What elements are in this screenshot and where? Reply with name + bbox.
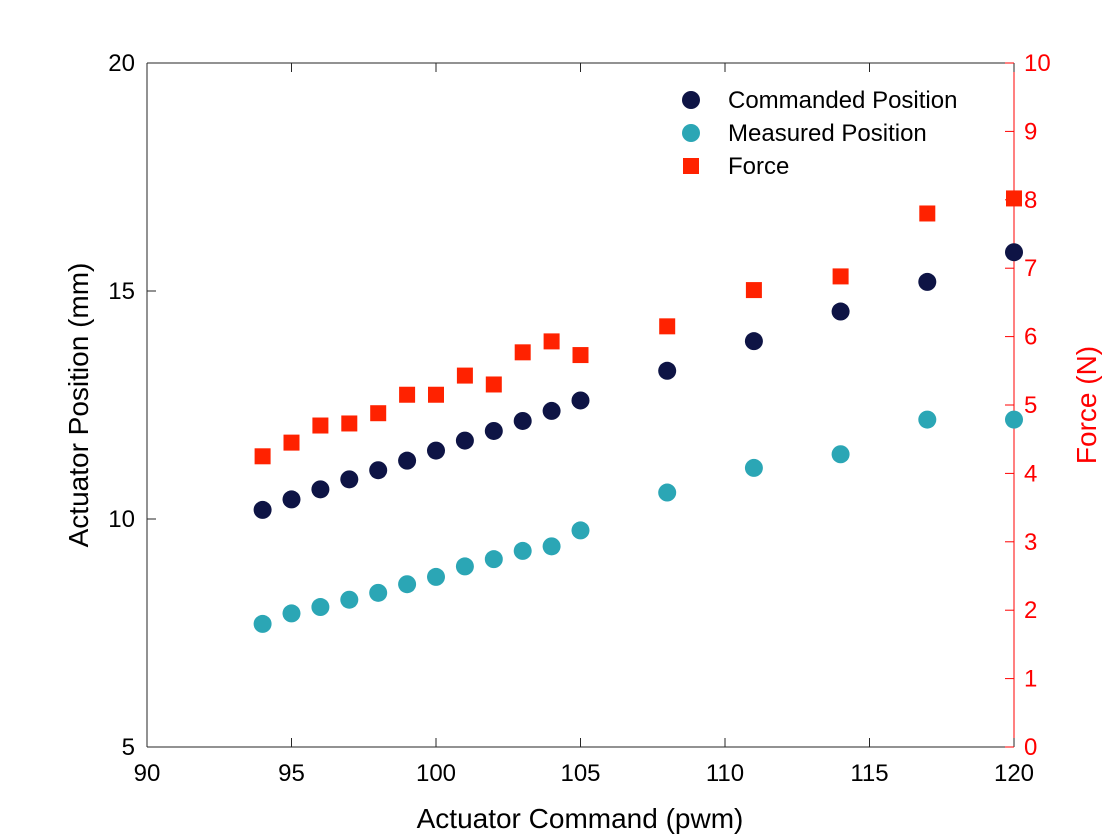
x-tick-label: 120 bbox=[994, 760, 1034, 787]
force-point bbox=[832, 268, 849, 285]
commanded-position-point bbox=[369, 461, 388, 480]
measured-position-point bbox=[455, 557, 474, 576]
commanded-position-point bbox=[311, 480, 330, 499]
legend-marker-force bbox=[683, 158, 699, 174]
commanded-position-point bbox=[1005, 243, 1023, 262]
measured-position-point bbox=[282, 604, 301, 623]
measured-position-point bbox=[427, 567, 445, 586]
commanded-position-point bbox=[427, 441, 445, 460]
x-tick-label: 110 bbox=[706, 760, 744, 787]
force-point bbox=[428, 386, 444, 403]
measured-position-point bbox=[253, 614, 272, 633]
y2-tick-label: 5 bbox=[1024, 392, 1037, 419]
y2-tick-label: 3 bbox=[1024, 529, 1037, 556]
measured-position-point bbox=[744, 458, 763, 477]
y2-tick-label: 2 bbox=[1024, 597, 1037, 624]
commanded-position-point bbox=[542, 401, 561, 420]
measured-position-point bbox=[484, 550, 503, 569]
legend: Commanded Position Measured Position Force bbox=[682, 87, 957, 180]
legend-label-force: Force bbox=[728, 153, 789, 180]
force-point bbox=[485, 376, 502, 393]
commanded-position-point bbox=[455, 431, 474, 450]
measured-position-point bbox=[369, 583, 388, 602]
x-tick-label: 105 bbox=[560, 760, 600, 787]
commanded-position-point bbox=[282, 490, 301, 509]
force-point bbox=[370, 405, 387, 422]
y2-tick-label: 10 bbox=[1024, 50, 1051, 77]
y2-tick-label: 8 bbox=[1024, 187, 1037, 214]
y2-axis-label: Force (N) bbox=[1071, 346, 1102, 464]
legend-marker-commanded-position bbox=[682, 91, 700, 109]
x-tick-label: 95 bbox=[278, 760, 305, 787]
measured-position-point bbox=[831, 445, 850, 464]
y2-tick-label: 1 bbox=[1024, 666, 1037, 693]
measured-position-point bbox=[542, 537, 561, 556]
y2-tick-label: 0 bbox=[1024, 734, 1037, 761]
y2-tick-label: 4 bbox=[1024, 460, 1037, 487]
left-axis-ticks: 5 10 15 20 bbox=[108, 50, 156, 761]
measured-position-point bbox=[918, 410, 937, 429]
measured-position-point bbox=[1005, 410, 1023, 429]
measured-position-point bbox=[571, 521, 590, 540]
measured-position-point bbox=[658, 483, 677, 502]
y-axis-label: Actuator Position (mm) bbox=[63, 263, 94, 548]
commanded-position-point bbox=[513, 411, 532, 430]
commanded-position-point bbox=[918, 272, 937, 291]
force-point bbox=[312, 417, 329, 434]
legend-label-commanded-position: Commanded Position bbox=[728, 87, 957, 114]
legend-marker-measured-position bbox=[682, 124, 700, 142]
force-point bbox=[659, 318, 676, 335]
force-point bbox=[514, 344, 531, 361]
right-axis-ticks: 0 1 2 3 4 5 6 7 8 9 10 bbox=[1005, 50, 1051, 761]
force-point bbox=[1006, 190, 1022, 207]
y2-tick-label: 7 bbox=[1024, 255, 1037, 282]
commanded-position-point bbox=[658, 361, 677, 380]
force-point bbox=[254, 448, 271, 465]
measured-position-point bbox=[311, 598, 330, 617]
measured-position-point bbox=[513, 541, 532, 560]
commanded-position-point bbox=[831, 302, 850, 321]
x-tick-label: 90 bbox=[134, 760, 161, 787]
x-axis-label: Actuator Command (pwm) bbox=[417, 803, 744, 834]
y-tick-label: 15 bbox=[108, 278, 135, 305]
force-point bbox=[341, 415, 358, 432]
commanded-position-point bbox=[571, 391, 590, 410]
measured-position-point bbox=[398, 575, 417, 594]
y2-tick-label: 9 bbox=[1024, 118, 1037, 145]
x-tick-label: 100 bbox=[416, 760, 456, 787]
y-tick-label: 10 bbox=[108, 506, 135, 533]
measured-position-point bbox=[340, 590, 359, 609]
force-point bbox=[919, 205, 936, 222]
force-point bbox=[283, 434, 300, 451]
commanded-position-point bbox=[340, 470, 359, 489]
y-tick-label: 5 bbox=[122, 734, 135, 761]
data-marks bbox=[253, 190, 1023, 633]
commanded-position-point bbox=[744, 332, 763, 351]
force-point bbox=[745, 282, 762, 299]
force-point bbox=[572, 347, 589, 364]
force-point bbox=[399, 386, 416, 403]
force-point bbox=[543, 333, 560, 350]
x-tick-label: 115 bbox=[850, 760, 888, 787]
y2-tick-label: 6 bbox=[1024, 324, 1037, 351]
commanded-position-point bbox=[253, 500, 272, 519]
commanded-position-point bbox=[484, 421, 503, 440]
force-point bbox=[456, 367, 473, 384]
legend-label-measured-position: Measured Position bbox=[728, 120, 927, 147]
y-tick-label: 20 bbox=[108, 50, 135, 77]
x-axis-ticks: 90 95 100 105 110 115 120 bbox=[134, 63, 1034, 787]
commanded-position-point bbox=[398, 451, 417, 470]
